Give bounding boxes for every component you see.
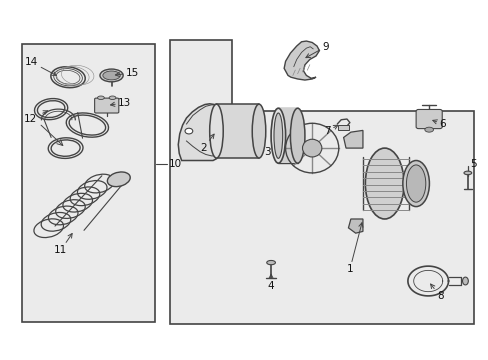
Ellipse shape	[365, 148, 403, 219]
Text: 11: 11	[54, 234, 72, 255]
Text: 12: 12	[24, 111, 47, 124]
Ellipse shape	[109, 96, 116, 100]
Polygon shape	[348, 219, 362, 233]
Ellipse shape	[102, 71, 120, 80]
Circle shape	[184, 128, 192, 134]
Polygon shape	[178, 104, 216, 161]
Ellipse shape	[463, 171, 471, 175]
Text: 7: 7	[324, 125, 337, 136]
Text: 15: 15	[115, 68, 139, 78]
Text: 14: 14	[25, 57, 56, 75]
Ellipse shape	[402, 161, 428, 207]
Polygon shape	[216, 104, 259, 158]
Text: 6: 6	[432, 119, 445, 129]
Text: 9: 9	[305, 42, 328, 58]
Ellipse shape	[107, 172, 130, 186]
Ellipse shape	[266, 260, 275, 265]
Ellipse shape	[290, 108, 305, 163]
Ellipse shape	[462, 277, 468, 285]
Ellipse shape	[97, 96, 104, 100]
Ellipse shape	[273, 113, 282, 158]
Text: 8: 8	[430, 284, 443, 301]
Ellipse shape	[209, 104, 223, 158]
Polygon shape	[169, 40, 473, 324]
Bar	[338, 125, 348, 130]
Text: 5: 5	[469, 159, 475, 169]
Polygon shape	[343, 130, 362, 148]
Ellipse shape	[424, 127, 433, 132]
Ellipse shape	[406, 165, 425, 202]
Text: 2: 2	[200, 134, 214, 153]
Text: 13: 13	[110, 98, 131, 108]
FancyBboxPatch shape	[95, 98, 119, 113]
Text: 3: 3	[264, 139, 276, 157]
Bar	[22, 44, 155, 322]
Ellipse shape	[270, 108, 285, 163]
Ellipse shape	[302, 139, 321, 157]
Text: 10: 10	[169, 159, 182, 169]
Polygon shape	[278, 108, 297, 163]
Polygon shape	[284, 41, 319, 80]
FancyBboxPatch shape	[415, 109, 441, 129]
Text: 1: 1	[346, 223, 362, 274]
Ellipse shape	[252, 104, 265, 158]
Ellipse shape	[100, 69, 123, 82]
Text: 4: 4	[267, 274, 274, 291]
